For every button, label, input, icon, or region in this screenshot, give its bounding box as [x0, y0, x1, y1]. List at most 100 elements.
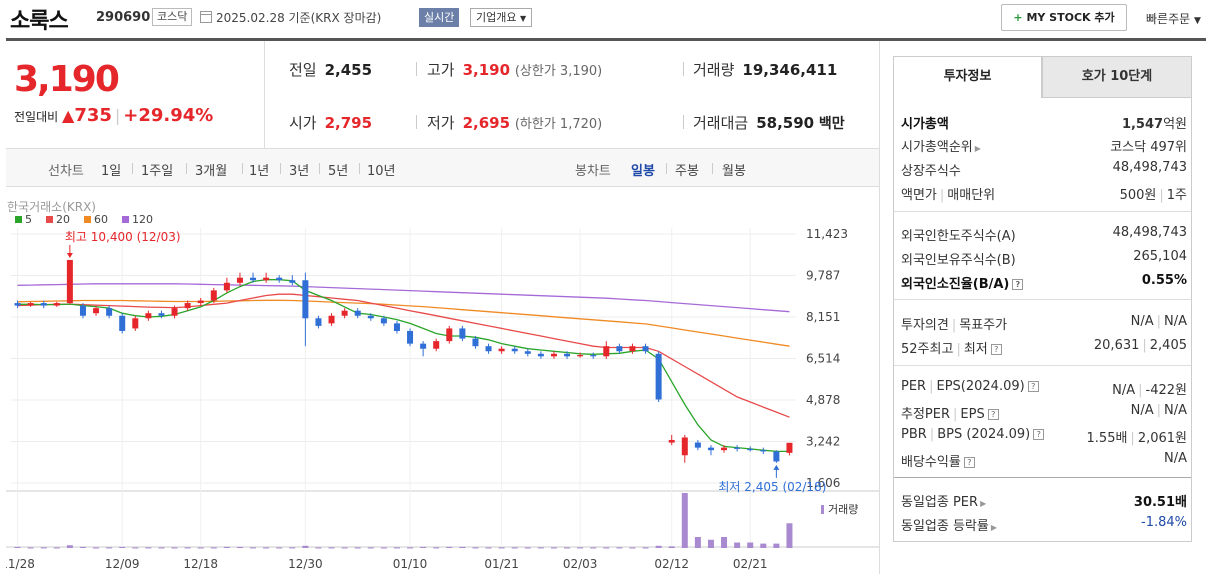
- company-info-dropdown[interactable]: 기업개요 ▼: [470, 8, 533, 27]
- volume-bar: [66, 545, 73, 548]
- quick-order-button[interactable]: 빠른주문 ▼: [1146, 10, 1201, 27]
- divider: [280, 163, 281, 174]
- divider: |: [1156, 314, 1161, 329]
- candle-body: [537, 353, 544, 357]
- help-icon[interactable]: ?: [990, 344, 1002, 355]
- 52week-values: 20,631 | 2,405: [1094, 338, 1187, 353]
- chevron-down-icon: ▼: [519, 14, 527, 23]
- help-icon[interactable]: ?: [1012, 279, 1024, 290]
- help-icon[interactable]: ?: [963, 457, 975, 468]
- candle-body: [550, 353, 557, 357]
- volume-bar: [236, 546, 243, 548]
- candle-body: [577, 355, 584, 357]
- candle-body: [524, 351, 531, 354]
- realtime-button[interactable]: 실시간: [419, 8, 460, 27]
- chevron-down-icon: ▼: [1194, 16, 1201, 26]
- lower-limit: (하한가 1,720): [514, 117, 603, 132]
- candle-body: [773, 451, 780, 462]
- volume-bar: [27, 547, 34, 549]
- volume-bar: [79, 546, 86, 548]
- pbr-value: 1.55배: [1086, 431, 1128, 446]
- open-value: 2,795: [324, 114, 373, 132]
- tab-hoga-10[interactable]: 호가 10단계: [1042, 56, 1192, 98]
- sector-change-text: 동일업종 등락률: [901, 519, 989, 534]
- ma20-line: [17, 293, 790, 418]
- open-price: 시가 2,795: [289, 112, 372, 133]
- line-chart-label: 선차트: [48, 164, 84, 179]
- help-icon[interactable]: ?: [1033, 429, 1045, 440]
- period-1d[interactable]: 1일: [101, 164, 122, 179]
- candle-body: [655, 353, 662, 400]
- volume-bar: [734, 542, 741, 548]
- help-icon[interactable]: ?: [987, 409, 999, 420]
- min-arrow-head: [773, 464, 780, 470]
- opinion-value: N/A: [1130, 314, 1154, 329]
- est-eps-text: EPS: [960, 407, 985, 422]
- add-mystock-button[interactable]: + MY STOCK 추가: [1001, 4, 1127, 31]
- period-5y[interactable]: 5년: [328, 164, 349, 179]
- volume-bar: [786, 523, 793, 548]
- candle-body: [629, 346, 636, 352]
- candle-weekly[interactable]: 주봉: [675, 164, 699, 179]
- divider: |: [939, 188, 945, 203]
- candle-body: [132, 318, 139, 329]
- per-eps-values: N/A | -422원: [1112, 379, 1187, 398]
- sector-change-value: -1.84%: [1141, 515, 1187, 530]
- market-cap-rank-row[interactable]: 시가총액순위 ▶ 코스닥 497위: [894, 133, 1193, 155]
- divider: [894, 365, 1191, 366]
- price-change: 전일대비 ▲735 | +29.94%: [14, 105, 213, 126]
- volume-bar: [773, 543, 780, 548]
- candle-body: [380, 318, 387, 324]
- volume-bar: [485, 547, 492, 549]
- period-1w[interactable]: 1주일: [141, 164, 174, 179]
- candlestick-chart[interactable]: 11,423 9,787 8,151 6,514 4,878 3,242 1,606 11/2…: [6, 188, 879, 574]
- volume-bar: [223, 546, 230, 548]
- candle-body: [420, 343, 427, 349]
- x-tick-label: 02/21: [733, 557, 768, 571]
- period-3y[interactable]: 3년: [289, 164, 310, 179]
- volume-bar: [446, 546, 453, 548]
- y-tick-label: 8,151: [806, 310, 840, 324]
- x-tick-label: 02/03: [563, 557, 598, 571]
- sector-change-row[interactable]: 동일업종 등락률 ▶ -1.84%: [894, 512, 1193, 534]
- candle-body: [171, 308, 178, 316]
- divider: |: [114, 106, 121, 125]
- candle-daily[interactable]: 일봉: [631, 164, 655, 179]
- tab-invest-info[interactable]: 투자정보: [893, 56, 1042, 98]
- divider: [319, 163, 320, 174]
- period-3m[interactable]: 3개월: [195, 164, 228, 179]
- est-eps-value: N/A: [1164, 403, 1187, 418]
- divider: |: [1159, 188, 1164, 203]
- prev-value: 2,455: [324, 61, 373, 79]
- foreign-ratio-row: 외국인소진율(B/A)? 0.55%: [894, 270, 1193, 292]
- foreign-holding-label: 외국인보유주식수(B): [901, 253, 1016, 268]
- candle-monthly[interactable]: 월봉: [722, 164, 746, 179]
- candle-body: [119, 315, 126, 331]
- y-tick-label: 11,423: [806, 227, 848, 241]
- volume-bar: [603, 547, 610, 549]
- per-eps-label: PER | EPS(2024.09)?: [901, 379, 1039, 394]
- divider: [186, 163, 187, 174]
- candle-body: [446, 328, 453, 342]
- divider: |: [929, 427, 935, 442]
- candle-body: [53, 303, 60, 306]
- period-10y[interactable]: 10년: [367, 164, 396, 179]
- est-per-value: N/A: [1130, 403, 1154, 418]
- candle-body: [564, 353, 571, 357]
- volume-bar: [145, 547, 152, 549]
- candle-body: [93, 308, 100, 314]
- target-price-value: N/A: [1164, 314, 1187, 329]
- 52week-label: 52주최고 | 최저?: [901, 338, 1002, 357]
- market-cap-unit: 억원: [1163, 117, 1187, 132]
- help-icon[interactable]: ?: [1027, 381, 1039, 392]
- high-label: 고가: [427, 61, 455, 79]
- volume-bar: [315, 547, 322, 549]
- market-cap-value: 1,547억원: [1122, 113, 1187, 132]
- amount-value: 58,590: [756, 114, 815, 132]
- sector-per-row[interactable]: 동일업종 PER ▶ 30.51배: [894, 488, 1193, 510]
- legend-label: 60: [94, 213, 108, 226]
- candle-body: [184, 303, 191, 309]
- max-arrow-head: [66, 252, 73, 258]
- par-label: 액면가: [901, 188, 937, 203]
- period-1y[interactable]: 1년: [249, 164, 270, 179]
